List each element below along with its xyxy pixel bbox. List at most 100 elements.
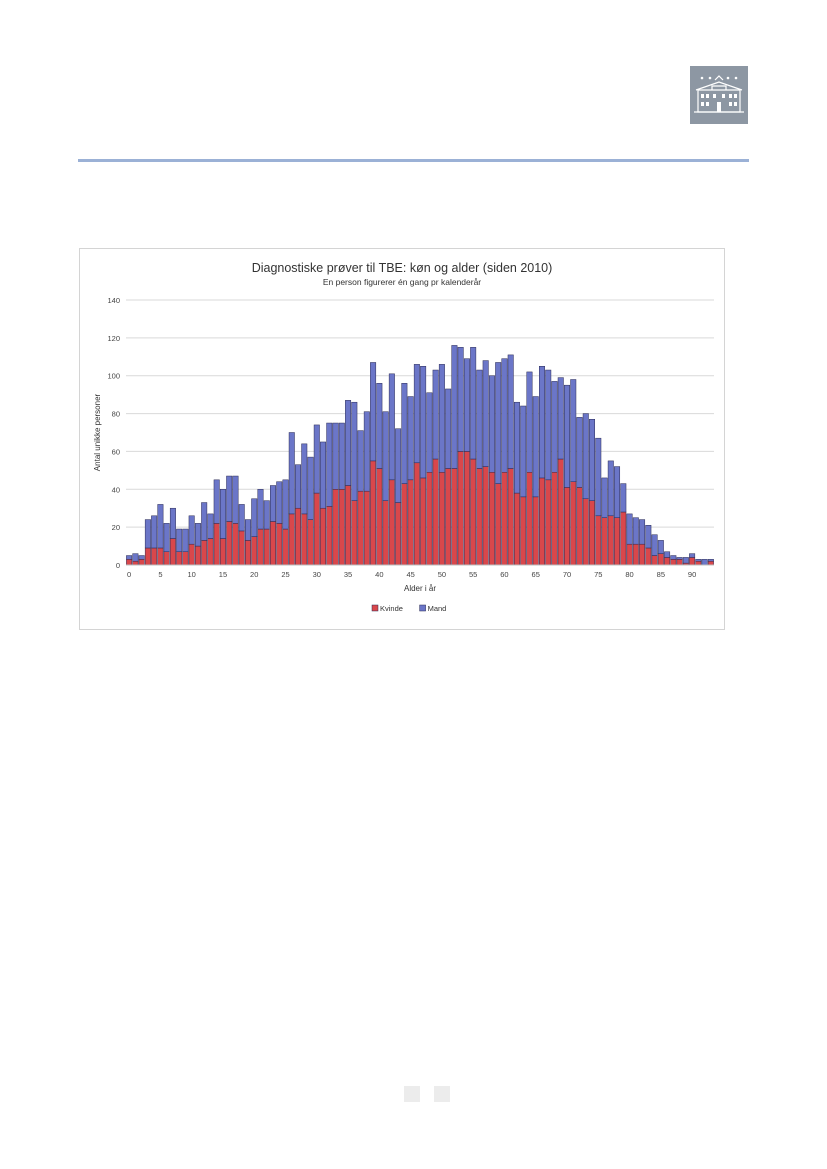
bar-kvinde: [426, 472, 433, 566]
bar-kvinde: [645, 547, 652, 566]
bar-kvinde: [707, 560, 714, 566]
y-tick-label: 40: [112, 485, 120, 494]
bar-mand: [451, 345, 458, 469]
bar-mand: [395, 428, 402, 503]
bar-mand: [488, 375, 495, 473]
bar-kvinde: [238, 530, 245, 566]
bar-kvinde: [320, 507, 327, 566]
bar-kvinde: [326, 506, 333, 566]
bar-kvinde: [451, 468, 458, 566]
chart-container: Diagnostiske prøver til TBE: køn og alde…: [79, 248, 725, 630]
bar-mand: [338, 422, 345, 490]
bar-kvinde: [601, 517, 608, 566]
x-tick-label: 15: [219, 570, 227, 579]
x-tick-label: 70: [563, 570, 571, 579]
y-tick-label: 20: [112, 523, 120, 532]
x-axis-label: Alder i år: [404, 584, 436, 593]
bar-mand: [257, 489, 264, 530]
bar-mand: [670, 555, 677, 560]
bar-mand: [695, 559, 702, 562]
bar-mand: [470, 347, 477, 460]
building-icon: [694, 75, 744, 113]
page-number-box: [404, 1086, 420, 1102]
bar-mand: [232, 475, 239, 524]
x-tick-label: 25: [281, 570, 289, 579]
bar-mand: [632, 517, 639, 545]
x-tick-label: 5: [158, 570, 162, 579]
bar-kvinde: [551, 472, 558, 566]
bar-kvinde: [532, 496, 539, 566]
bar-kvinde: [501, 472, 508, 566]
bar-mand: [226, 475, 233, 522]
bar-kvinde: [282, 528, 289, 566]
bar-kvinde: [207, 538, 214, 566]
bar-mand: [207, 513, 214, 539]
bar-mand: [595, 437, 602, 517]
x-tick-label: 50: [438, 570, 446, 579]
bar-kvinde: [176, 551, 183, 566]
legend-swatch: [371, 604, 379, 612]
bar-mand: [576, 417, 583, 488]
bar-mand: [144, 519, 151, 549]
bar-kvinde: [664, 557, 671, 566]
bar-kvinde: [582, 498, 589, 566]
bar-kvinde: [476, 468, 483, 566]
bar-mand: [407, 396, 414, 481]
bar-mand: [614, 466, 621, 518]
bar-kvinde: [232, 523, 239, 566]
bar-kvinde: [401, 483, 408, 566]
bar-kvinde: [126, 559, 133, 566]
bar-mand: [370, 362, 377, 462]
bar-mand: [520, 405, 527, 498]
bar-kvinde: [413, 462, 420, 566]
bar-mand: [426, 392, 433, 473]
legend-label: Mand: [428, 604, 447, 613]
bar-kvinde: [213, 523, 220, 566]
bar-kvinde: [539, 477, 545, 566]
legend-label: Kvinde: [380, 604, 403, 613]
bar-mand: [307, 456, 314, 520]
bar-mand: [539, 366, 545, 479]
bar-mand: [551, 381, 558, 473]
bar-mand: [357, 430, 364, 492]
bar-mand: [282, 479, 289, 530]
bar-mand: [313, 424, 320, 494]
bar-mand: [363, 411, 370, 492]
x-tick-label: 60: [500, 570, 508, 579]
bar-mand: [545, 369, 552, 481]
bar-mand: [457, 347, 464, 452]
bar-mand: [589, 419, 595, 501]
bar-mand: [707, 559, 714, 562]
bar-kvinde: [257, 528, 264, 566]
bar-kvinde: [545, 479, 552, 566]
bar-kvinde: [620, 511, 627, 566]
bar-mand: [351, 401, 358, 501]
bar-kvinde: [570, 481, 577, 566]
bar-mand: [345, 400, 352, 486]
bar-kvinde: [151, 547, 158, 566]
bar-mand: [438, 364, 445, 473]
bar-kvinde: [382, 500, 389, 566]
bar-mand: [238, 504, 245, 532]
bar-mand: [388, 373, 395, 481]
x-tick-label: 45: [406, 570, 414, 579]
y-axis-label: Antal unikke personer: [93, 393, 102, 471]
bar-kvinde: [689, 557, 696, 566]
legend-swatch: [419, 604, 426, 612]
header-rule: [78, 159, 749, 162]
bar-kvinde: [301, 513, 308, 566]
bar-kvinde: [495, 483, 502, 566]
bar-mand: [201, 502, 208, 541]
y-tick-label: 120: [107, 334, 120, 343]
bar-mand: [401, 383, 408, 484]
bar-kvinde: [138, 559, 145, 566]
y-tick-label: 0: [116, 561, 120, 570]
bar-kvinde: [388, 479, 395, 566]
bar-kvinde: [270, 521, 276, 566]
bar-kvinde: [626, 543, 633, 566]
bar-mand: [169, 507, 176, 539]
x-tick-label: 10: [188, 570, 196, 579]
bar-mand: [657, 540, 664, 554]
bar-mand: [582, 413, 589, 499]
bar-kvinde: [219, 538, 226, 566]
